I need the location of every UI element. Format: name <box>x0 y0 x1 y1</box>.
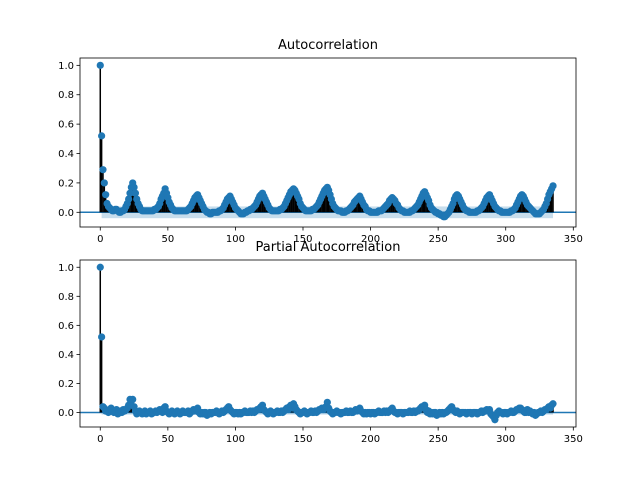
acf-x-tick-label: 200 <box>361 234 380 245</box>
acf-x-tick-label: 50 <box>161 234 174 245</box>
pacf-marker <box>96 263 104 271</box>
acf-x-tick-label: 250 <box>429 234 448 245</box>
pacf-x-tick-label: 150 <box>293 434 312 445</box>
pacf-x-tick-label: 100 <box>226 434 245 445</box>
acf-marker <box>549 182 557 190</box>
acf-marker <box>98 132 106 140</box>
acf-x-tick-label: 350 <box>564 234 583 245</box>
acf-marker <box>96 61 104 69</box>
acf-y-tick-label: 0.4 <box>58 149 74 160</box>
acf-y-tick-label: 1.0 <box>58 61 74 72</box>
pacf-marker <box>98 333 106 341</box>
acf-marker <box>102 191 110 199</box>
pacf-y-tick-label: 1.0 <box>58 263 74 274</box>
autocorrelation-panel: 0 50 100 150 200 250 300 350 0.0 0.2 0.4 0.6 0.8 1.0 A… <box>58 38 583 245</box>
partial-autocorrelation-title: Partial Autocorrelation <box>256 240 401 255</box>
pacf-x-tick-label: 250 <box>429 434 448 445</box>
pacf-x-tick-label: 200 <box>361 434 380 445</box>
acf-y-tick-label: 0.2 <box>58 178 74 189</box>
pacf-y-tick-label: 0.6 <box>58 321 74 332</box>
acf-x-tick-label: 300 <box>496 234 515 245</box>
acf-x-tick-label: 150 <box>293 234 312 245</box>
pacf-x-tick-label: 300 <box>496 434 515 445</box>
acf-x-tick-label: 0 <box>97 234 103 245</box>
acf-y-tick-label: 0.6 <box>58 120 74 131</box>
pacf-marker <box>549 400 557 408</box>
acf-marker <box>99 166 107 174</box>
acf-y-tick-label: 0.8 <box>58 90 74 101</box>
acf-marker <box>130 183 138 191</box>
pacf-y-tick-label: 0.0 <box>58 408 74 419</box>
acf-marker <box>131 189 140 197</box>
pacf-y-tick-label: 0.4 <box>58 350 74 361</box>
pacf-x-tick-label: 0 <box>97 434 103 445</box>
pacf-x-tick-label: 350 <box>564 434 583 445</box>
pacf-y-tick-label: 0.8 <box>58 292 74 303</box>
acf-x-tick-label: 100 <box>226 234 245 245</box>
pacf-marker <box>129 395 137 404</box>
pacf-marker <box>323 398 331 406</box>
autocorrelation-title: Autocorrelation <box>278 38 378 53</box>
acf-marker <box>125 195 133 203</box>
acf-marker <box>100 179 108 187</box>
acf-marker <box>126 189 134 197</box>
partial-autocorrelation-panel: 0 50 100 150 200 250 300 350 0.0 0.2 0.4 0.6 0.8 1.0 P… <box>58 240 583 445</box>
acf-y-tick-label: 0.0 <box>58 208 74 219</box>
pacf-axes-frame <box>79 259 577 428</box>
pacf-y-tick-label: 0.2 <box>58 379 74 390</box>
pacf-x-tick-label: 50 <box>161 434 174 445</box>
acf-axes-frame <box>79 57 577 228</box>
